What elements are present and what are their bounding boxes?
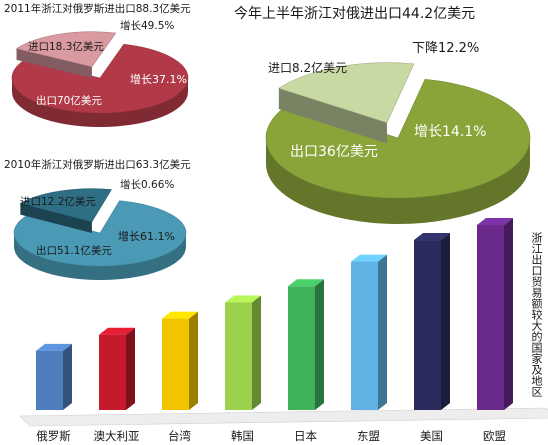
pie-2010-export-growth: 增长61.1% bbox=[118, 229, 175, 243]
bar-chart bbox=[19, 218, 548, 427]
bar-side-3 bbox=[252, 295, 261, 410]
pie-2011-import-growth: 增长49.5% bbox=[120, 19, 174, 32]
pie-2012h1-import-slice bbox=[278, 62, 415, 124]
pie-2011-export-growth: 增长37.1% bbox=[130, 72, 187, 86]
pie-2011-export-slice bbox=[11, 43, 189, 114]
pie-2010-title: 2010年浙江对俄罗斯进出口63.3亿美元 bbox=[4, 158, 191, 171]
pie-2012h1-export-growth: 增长14.1% bbox=[414, 124, 486, 140]
bar-top-3 bbox=[225, 295, 261, 303]
pie-2012h1-title: 今年上半年浙江对俄进出口44.2亿美元 bbox=[234, 6, 475, 22]
bar-label-0: 俄罗斯 bbox=[36, 429, 71, 443]
pie-2012h1-export-slice bbox=[265, 78, 531, 199]
bar-6 bbox=[414, 240, 441, 410]
bar-5 bbox=[351, 261, 378, 410]
bar-label-6: 美国 bbox=[420, 429, 443, 443]
bar-top-2 bbox=[162, 311, 198, 319]
pie-2010-export-slice bbox=[13, 200, 187, 267]
bar-top-0 bbox=[36, 343, 72, 351]
pie-2010-side bbox=[14, 233, 186, 280]
pie-2010 bbox=[13, 188, 187, 280]
pie-2012h1-export-label: 出口36亿美元 bbox=[290, 144, 378, 160]
pie-2010-import-label: 进口12.2亿美元 bbox=[20, 195, 96, 208]
bar-7 bbox=[477, 225, 504, 410]
bar-label-2: 台湾 bbox=[168, 429, 191, 443]
bar-top-1 bbox=[99, 327, 135, 335]
bar-top-5 bbox=[351, 254, 387, 262]
bar-label-7: 欧盟 bbox=[483, 429, 506, 443]
bar-3 bbox=[225, 302, 252, 410]
pie-2011-import-label: 进口18.3亿美元 bbox=[28, 40, 104, 53]
pie-2010-import-slice-side bbox=[20, 203, 92, 233]
pie-2011-export-label: 出口70亿美元 bbox=[36, 94, 102, 107]
bar-0 bbox=[36, 350, 63, 410]
pie-2011 bbox=[11, 31, 189, 127]
bar-label-1: 澳大利亚 bbox=[94, 429, 140, 443]
bar-label-3: 韩国 bbox=[231, 429, 254, 443]
pie-2010-import-growth: 增长0.66% bbox=[120, 178, 174, 191]
bar-side-5 bbox=[378, 254, 387, 410]
pie-2011-title: 2011年浙江对俄罗斯进出口88.3亿美元 bbox=[4, 2, 191, 15]
bar-side-0 bbox=[63, 343, 72, 410]
pie-2012h1 bbox=[265, 62, 531, 224]
pie-2011-side bbox=[12, 78, 188, 127]
bar-label-4: 日本 bbox=[294, 429, 317, 443]
pie-2011-import-slice-side bbox=[16, 48, 92, 78]
pie-2011-import-slice bbox=[15, 31, 117, 68]
bar-label-5: 东盟 bbox=[357, 429, 380, 443]
pie-2010-import-slice bbox=[19, 188, 112, 223]
bar-category-labels: 俄罗斯 澳大利亚 台湾 韩国 日本 东盟 美国 欧盟 bbox=[36, 429, 506, 443]
bar-side-7 bbox=[504, 218, 513, 410]
bar-top-6 bbox=[414, 233, 450, 241]
pie-2012h1-side bbox=[266, 138, 530, 224]
pie-2012h1-import-label: 进口8.2亿美元 bbox=[268, 60, 347, 75]
bar-top-4 bbox=[288, 279, 324, 287]
bar-top-7 bbox=[477, 218, 513, 225]
pie-2012h1-import-growth: 下降12.2% bbox=[412, 41, 479, 56]
pie-2012h1-import-slice-side bbox=[278, 88, 387, 144]
bar-4 bbox=[288, 286, 315, 410]
bar-chart-title: 浙江出口贸易额较大的国家及地区 bbox=[530, 232, 543, 397]
bar-2 bbox=[162, 318, 189, 410]
bar-side-1 bbox=[126, 327, 135, 410]
bar-side-6 bbox=[441, 233, 450, 410]
bar-1 bbox=[99, 334, 126, 410]
pie-2010-export-label: 出口51.1亿美元 bbox=[36, 244, 112, 257]
bar-side-2 bbox=[189, 311, 198, 410]
bar-side-4 bbox=[315, 279, 324, 410]
bar-chart-floor bbox=[19, 407, 548, 427]
